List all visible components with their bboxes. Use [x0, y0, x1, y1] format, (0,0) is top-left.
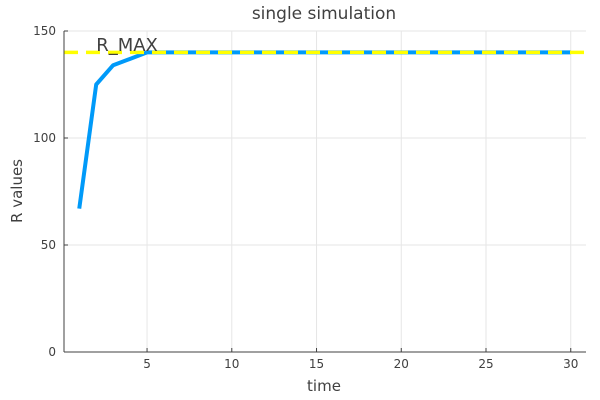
series-line-0	[77, 50, 571, 209]
tick-labels: 5 10 15 20 25 30 0 50 100 150	[33, 24, 578, 371]
y-axis-label: R values	[8, 159, 26, 223]
x-tick-label: 15	[309, 357, 324, 371]
y-tick-label: 150	[33, 24, 56, 38]
x-tick-label: 5	[143, 357, 151, 371]
x-tick-label: 30	[563, 357, 578, 371]
annotations: R_MAX	[96, 35, 158, 56]
x-tick-label: 20	[394, 357, 409, 371]
y-tick-label: 50	[41, 238, 56, 252]
grid	[64, 30, 586, 353]
axes	[63, 30, 586, 353]
x-tick-label: 25	[478, 357, 493, 371]
chart-title: single simulation	[252, 4, 396, 24]
annotation-label: R_MAX	[96, 35, 158, 56]
y-tick-label: 100	[33, 131, 56, 145]
series-layer	[77, 50, 571, 209]
y-tick-label: 0	[48, 345, 56, 359]
x-axis-label: time	[307, 377, 341, 395]
x-tick-label: 10	[224, 357, 239, 371]
